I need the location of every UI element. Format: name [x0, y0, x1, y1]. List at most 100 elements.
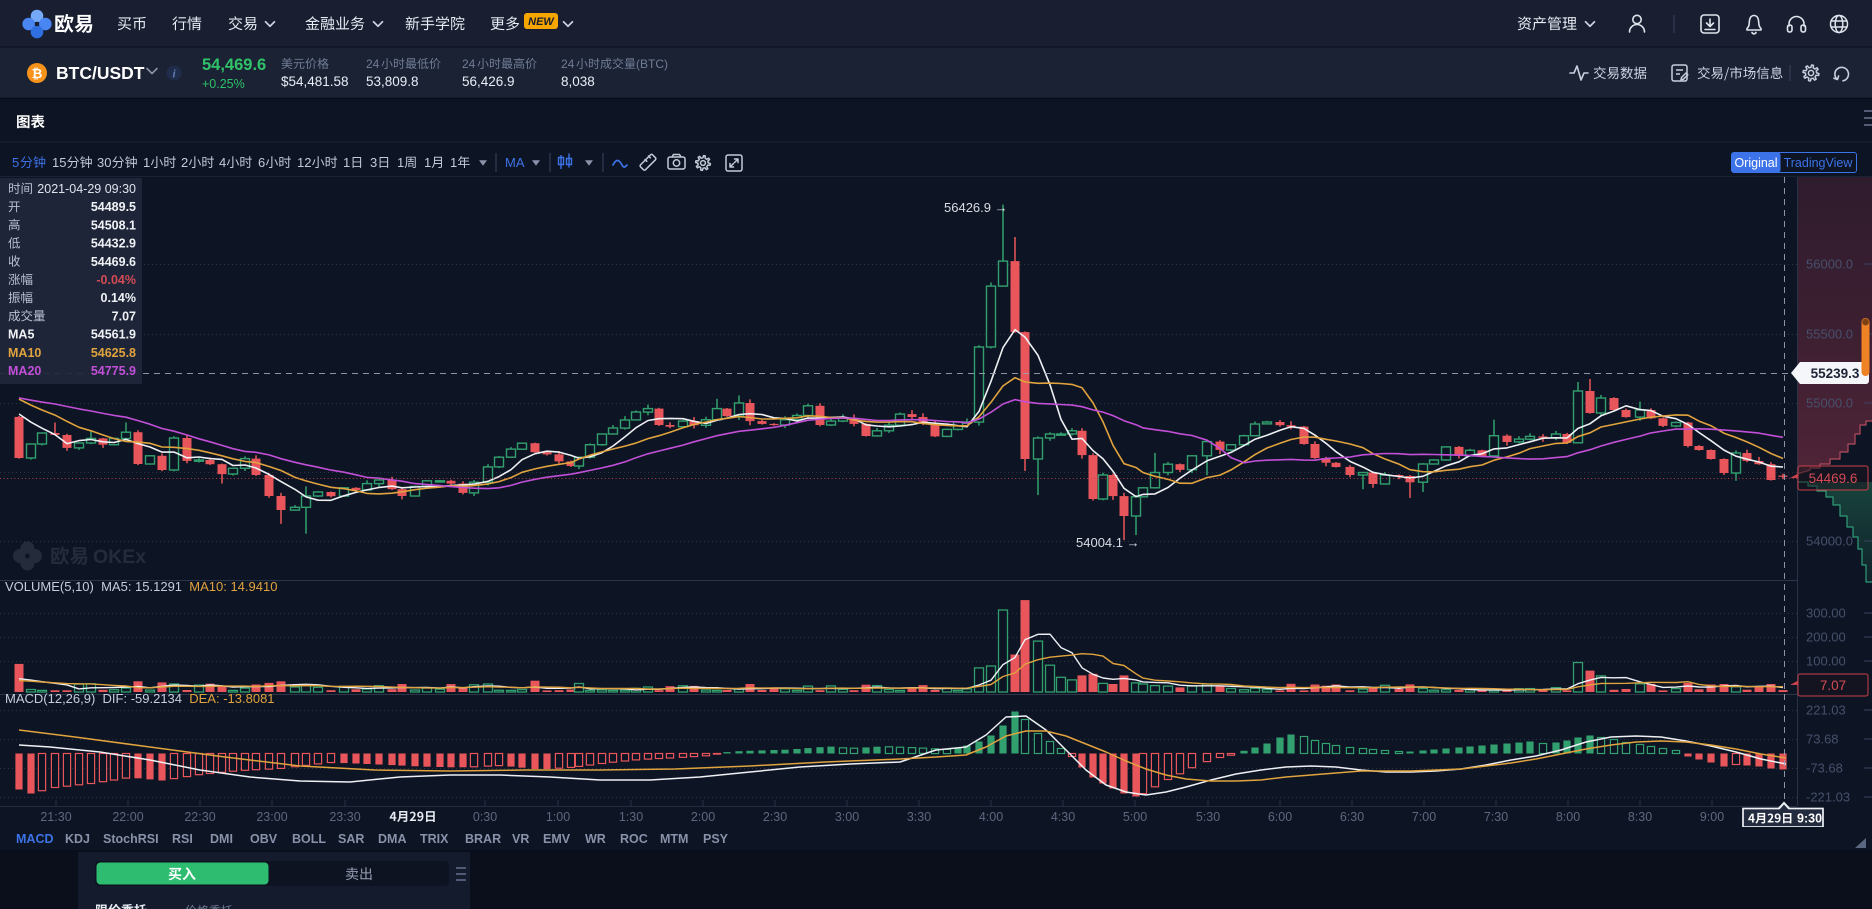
svg-text:MACD(12,26,9) DIF: -59.2134: MACD(12,26,9) DIF: -59.2134 DEA: -13.808… — [5, 691, 275, 706]
svg-text:BTC/USDT: BTC/USDT — [56, 63, 145, 83]
svg-text:24: 24 — [462, 57, 476, 71]
svg-text:+0.25%: +0.25% — [202, 77, 245, 91]
svg-text:EMV: EMV — [543, 832, 571, 846]
svg-text:5:00: 5:00 — [1123, 810, 1147, 824]
svg-text:7:30: 7:30 — [1484, 810, 1508, 824]
svg-text:1: 1 — [397, 155, 404, 170]
svg-text:54625.8: 54625.8 — [91, 346, 136, 360]
svg-text:9:00: 9:00 — [1700, 810, 1724, 824]
svg-text:3:30: 3:30 — [907, 810, 931, 824]
svg-text:i: i — [172, 69, 176, 81]
svg-text:8:30: 8:30 — [1628, 810, 1652, 824]
svg-text:55239.3: 55239.3 — [1811, 366, 1860, 381]
svg-text:21:30: 21:30 — [40, 810, 71, 824]
svg-text:-0.04%: -0.04% — [96, 273, 136, 287]
svg-text:1:00: 1:00 — [546, 810, 570, 824]
svg-text:54775.9: 54775.9 — [91, 364, 136, 378]
svg-text:VR: VR — [512, 832, 529, 846]
svg-text:23:00: 23:00 — [256, 810, 287, 824]
svg-text:1: 1 — [143, 155, 150, 170]
svg-text:RSI: RSI — [172, 832, 193, 846]
svg-text:TRIX: TRIX — [420, 832, 449, 846]
svg-text:OKEx: OKEx — [93, 546, 146, 568]
svg-text:15: 15 — [52, 155, 66, 170]
svg-text:NEW: NEW — [528, 16, 555, 28]
svg-text:BOLL: BOLL — [292, 832, 326, 846]
svg-text:24: 24 — [561, 57, 575, 71]
svg-text:PSY: PSY — [703, 832, 729, 846]
svg-text:7.07: 7.07 — [1820, 678, 1846, 693]
svg-text:KDJ: KDJ — [65, 832, 90, 846]
svg-text:53,809.8: 53,809.8 — [366, 74, 419, 89]
svg-text:300.00: 300.00 — [1806, 606, 1846, 621]
svg-text:221.03: 221.03 — [1806, 703, 1846, 718]
svg-text:SAR: SAR — [338, 832, 364, 846]
svg-text:7.07: 7.07 — [112, 309, 136, 323]
svg-text:VOLUME(5,10) MA5: 15.1291 MA: VOLUME(5,10) MA5: 15.1291 MA10: 14.9410 — [5, 579, 277, 594]
svg-text:2: 2 — [181, 155, 188, 170]
svg-text:BRAR: BRAR — [465, 832, 501, 846]
svg-text:2021-04-29 09:30: 2021-04-29 09:30 — [37, 182, 136, 196]
svg-text:0:30: 0:30 — [473, 810, 497, 824]
svg-text:54561.9: 54561.9 — [91, 328, 136, 342]
svg-text:DMI: DMI — [210, 832, 233, 846]
svg-text:12: 12 — [297, 155, 311, 170]
svg-text:54432.9: 54432.9 — [91, 237, 136, 251]
svg-text:DMA: DMA — [378, 832, 406, 846]
svg-text:1: 1 — [424, 155, 431, 170]
svg-text:3: 3 — [370, 155, 377, 170]
svg-text:MACD: MACD — [16, 832, 54, 846]
svg-text:54,469.6: 54,469.6 — [202, 56, 266, 74]
svg-text:StochRSI: StochRSI — [103, 832, 159, 846]
svg-text:22:30: 22:30 — [184, 810, 215, 824]
svg-text:5:30: 5:30 — [1196, 810, 1220, 824]
svg-text:4:00: 4:00 — [979, 810, 1003, 824]
svg-text:8:00: 8:00 — [1556, 810, 1580, 824]
svg-text:54469.6: 54469.6 — [91, 255, 136, 269]
svg-text:6:00: 6:00 — [1268, 810, 1292, 824]
svg-text:₿: ₿ — [32, 66, 43, 81]
svg-text:OBV: OBV — [250, 832, 278, 846]
svg-text:4:30: 4:30 — [1051, 810, 1075, 824]
svg-text:MA20: MA20 — [8, 364, 41, 378]
svg-text:MA: MA — [505, 155, 525, 170]
svg-text:200.00: 200.00 — [1806, 630, 1846, 645]
svg-text:MTM: MTM — [660, 832, 688, 846]
svg-text:1: 1 — [450, 155, 457, 170]
svg-text:55000.0: 55000.0 — [1806, 396, 1853, 411]
svg-text:5: 5 — [12, 155, 19, 170]
svg-text:-221.03: -221.03 — [1806, 790, 1850, 805]
svg-text:54508.1: 54508.1 — [91, 218, 136, 232]
svg-text:54489.5: 54489.5 — [91, 200, 136, 214]
svg-text:100.00: 100.00 — [1806, 654, 1846, 669]
svg-text:WR: WR — [585, 832, 606, 846]
svg-text:1: 1 — [343, 155, 350, 170]
svg-text:$54,481.58: $54,481.58 — [281, 74, 349, 89]
svg-text:8,038: 8,038 — [561, 74, 595, 89]
svg-text:9:30: 9:30 — [1797, 812, 1822, 826]
svg-text:23:30: 23:30 — [329, 810, 360, 824]
svg-text:ROC: ROC — [620, 832, 648, 846]
svg-text:56426.9 →: 56426.9 → — [944, 200, 1008, 215]
svg-text:55500.0: 55500.0 — [1806, 327, 1853, 342]
svg-text:73.68: 73.68 — [1806, 732, 1839, 747]
svg-text:Original: Original — [1734, 156, 1777, 170]
svg-text:30: 30 — [97, 155, 111, 170]
svg-text:1:30: 1:30 — [619, 810, 643, 824]
svg-text:22:00: 22:00 — [112, 810, 143, 824]
svg-text:TradingView: TradingView — [1784, 156, 1854, 170]
svg-text:2:00: 2:00 — [691, 810, 715, 824]
svg-text:7:00: 7:00 — [1412, 810, 1436, 824]
svg-text:54469.6: 54469.6 — [1809, 471, 1858, 486]
svg-text:56000.0: 56000.0 — [1806, 257, 1853, 272]
svg-text:MA5: MA5 — [8, 328, 34, 342]
svg-text:6:30: 6:30 — [1340, 810, 1364, 824]
svg-text:54004.1 →: 54004.1 → — [1076, 535, 1140, 550]
svg-text:0.14%: 0.14% — [101, 291, 136, 305]
svg-text:56,426.9: 56,426.9 — [462, 74, 515, 89]
svg-text:2:30: 2:30 — [763, 810, 787, 824]
svg-text:-73.68: -73.68 — [1806, 761, 1843, 776]
svg-text:(BTC): (BTC) — [636, 57, 668, 71]
svg-text:4: 4 — [219, 155, 226, 170]
svg-text:6: 6 — [258, 155, 265, 170]
